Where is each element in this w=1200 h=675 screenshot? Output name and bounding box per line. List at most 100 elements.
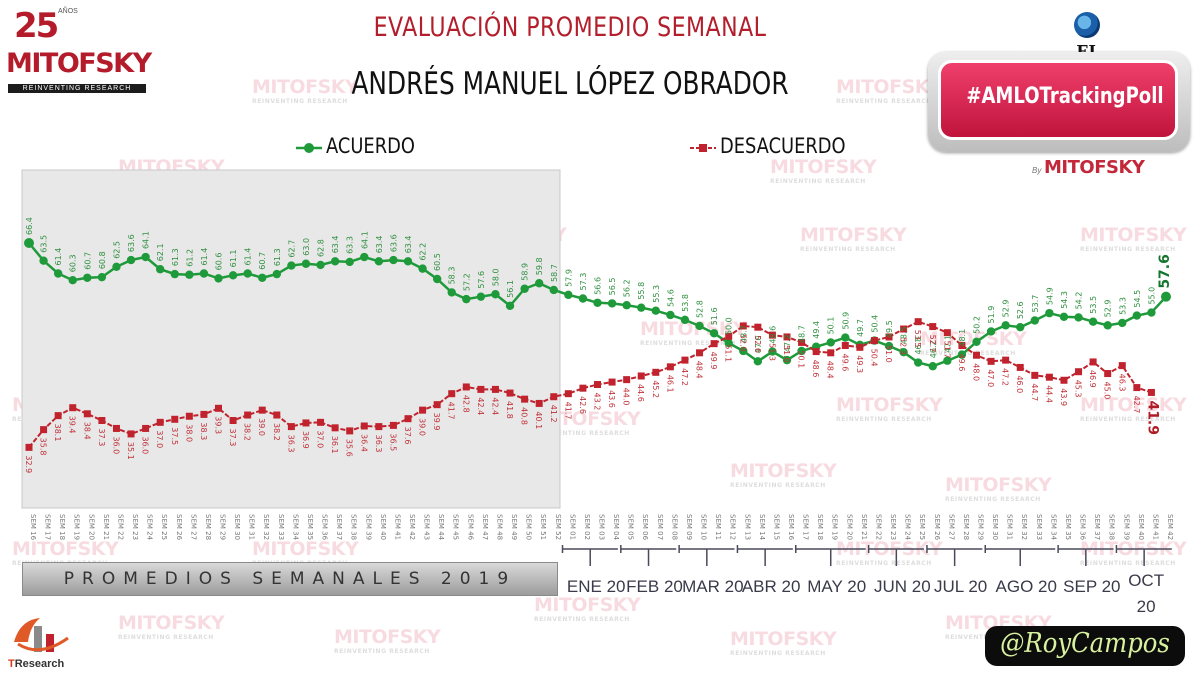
- point-acuerdo: [491, 290, 500, 299]
- data-label-acuerdo: 52.8: [696, 300, 705, 318]
- data-label-acuerdo: 56.5: [608, 278, 617, 296]
- point-desacuerdo: [273, 411, 281, 419]
- watermark: MITOFSKY: [1080, 396, 1187, 423]
- x-axis: SEM 16 SEM 17 SEM 18 SEM 19 SEM 20 SEM 21 SEM …: [29, 514, 1174, 541]
- point-desacuerdo: [1104, 370, 1112, 378]
- x-tick-label: SEM 42: [1166, 514, 1174, 540]
- point-desacuerdo: [1045, 373, 1053, 381]
- data-label-acuerdo: 60.8: [98, 251, 107, 269]
- data-label-desacuerdo: 41.7: [563, 402, 572, 420]
- data-label-desacuerdo: 45.2: [651, 380, 660, 398]
- data-label-acuerdo: 58.3: [448, 267, 457, 285]
- by-label: By: [1032, 166, 1042, 175]
- point-desacuerdo: [185, 412, 193, 420]
- data-label-desacuerdo: 41.7: [447, 402, 456, 420]
- data-label-desacuerdo: 44.7: [1030, 383, 1039, 401]
- point-desacuerdo: [870, 337, 878, 345]
- data-label-acuerdo: 63.5: [40, 235, 49, 253]
- point-desacuerdo: [564, 390, 572, 398]
- x-tick-label: SEM 20: [87, 514, 95, 540]
- x-tick-label: SEM 51: [539, 514, 547, 540]
- data-label-desacuerdo: 46.0: [1015, 375, 1024, 393]
- data-label-desacuerdo: 50.4: [869, 349, 878, 367]
- x-tick-label: SEM 48: [495, 514, 503, 540]
- data-label-desacuerdo: 37.5: [170, 427, 179, 445]
- point-acuerdo: [403, 257, 413, 266]
- data-label-acuerdo: 50.0: [725, 317, 734, 335]
- data-label-acuerdo: 53.7: [1031, 295, 1040, 313]
- point-acuerdo: [1147, 308, 1156, 317]
- data-label-acuerdo: 60.7: [258, 252, 267, 270]
- x-tick-label: SEM 16: [787, 514, 795, 541]
- data-label-desacuerdo: 48.4: [695, 361, 704, 379]
- data-label-desacuerdo: 37.0: [316, 430, 325, 448]
- data-label-acuerdo: 57.6: [1157, 254, 1173, 289]
- point-acuerdo: [782, 355, 792, 365]
- data-label-acuerdo: 50.2: [973, 316, 982, 334]
- data-label-acuerdo: 62.1: [156, 243, 165, 261]
- data-label-desacuerdo: 39.0: [257, 418, 266, 436]
- point-desacuerdo: [142, 424, 150, 432]
- point-desacuerdo: [258, 406, 266, 414]
- month-label: MAY 20: [807, 577, 866, 596]
- data-label-acuerdo: 66.4: [25, 217, 34, 235]
- data-label-acuerdo: 61.4: [244, 248, 253, 266]
- data-label-acuerdo: 63.6: [389, 234, 398, 252]
- data-label-desacuerdo: 47.0: [986, 369, 995, 387]
- point-desacuerdo: [798, 338, 806, 346]
- x-tick-label: SEM 14: [758, 514, 766, 541]
- point-acuerdo: [272, 269, 282, 279]
- data-label-acuerdo: 63.3: [346, 236, 355, 254]
- point-desacuerdo: [215, 404, 222, 412]
- x-tick-label: SEM 05: [627, 514, 635, 540]
- period-2019-shade: [21, 169, 561, 509]
- data-label-acuerdo: 59.8: [535, 257, 544, 275]
- data-label-acuerdo: 64.1: [142, 231, 151, 249]
- data-label-desacuerdo: 36.9: [301, 431, 310, 449]
- point-desacuerdo: [404, 415, 412, 423]
- point-desacuerdo: [943, 329, 951, 337]
- point-acuerdo: [1001, 321, 1010, 330]
- data-label-desacuerdo: 39.9: [432, 413, 441, 431]
- x-tick-label: SEM 03: [598, 514, 606, 540]
- el-economista-globe-icon: [1074, 12, 1100, 38]
- x-tick-label: SEM 10: [700, 514, 708, 540]
- data-label-desacuerdo: 37.0: [155, 430, 164, 448]
- point-acuerdo: [986, 327, 996, 336]
- legend-label-acuerdo: ACUERDO: [326, 134, 415, 158]
- data-label-desacuerdo: 36.4: [359, 434, 368, 452]
- x-tick-label: SEM 23: [889, 514, 897, 540]
- x-tick-label: SEM 12: [729, 514, 737, 540]
- point-acuerdo: [287, 261, 296, 270]
- chart-subtitle: ANDRÉS MANUEL LÓPEZ OBRADOR: [351, 66, 789, 102]
- data-label-desacuerdo: 37.6: [403, 427, 412, 445]
- point-acuerdo: [330, 257, 340, 266]
- x-tick-label: SEM 31: [248, 514, 256, 540]
- x-tick-label: SEM 33: [1035, 514, 1043, 540]
- data-label-desacuerdo: 38.2: [243, 423, 252, 441]
- data-label-desacuerdo: 44.0: [622, 388, 631, 406]
- x-tick-label: SEM 39: [364, 514, 372, 540]
- watermark: MITOFSKY: [12, 540, 119, 567]
- x-tick-label: SEM 38: [1108, 514, 1116, 540]
- data-label-acuerdo: 58.7: [550, 264, 559, 282]
- point-acuerdo: [578, 294, 588, 303]
- point-desacuerdo: [477, 385, 485, 393]
- point-acuerdo: [389, 255, 398, 265]
- point-desacuerdo: [317, 418, 325, 426]
- watermark: MITOFSKY: [534, 410, 641, 437]
- data-label-acuerdo: 48.7: [739, 325, 748, 343]
- x-tick-label: SEM 36: [1079, 514, 1087, 541]
- watermark: MITOFSKY: [800, 226, 907, 253]
- watermark: MITOFSKY: [770, 158, 877, 185]
- x-tick-label: SEM 19: [73, 514, 81, 540]
- x-tick-label: SEM 39: [1122, 514, 1130, 540]
- data-label-acuerdo: 47.2: [783, 334, 792, 352]
- data-label-acuerdo: 54.6: [666, 289, 675, 307]
- legend-marker-acuerdo: [304, 143, 314, 153]
- point-acuerdo: [1161, 291, 1171, 302]
- point-acuerdo: [418, 264, 427, 273]
- data-labels: 66.4 63.5 61.4 60.3 60.7 60.8 62.5 63.6 64.1 62.1…: [24, 217, 1173, 473]
- x-tick-label: SEM 31: [1006, 514, 1014, 540]
- data-label-acuerdo: 57.2: [462, 273, 471, 291]
